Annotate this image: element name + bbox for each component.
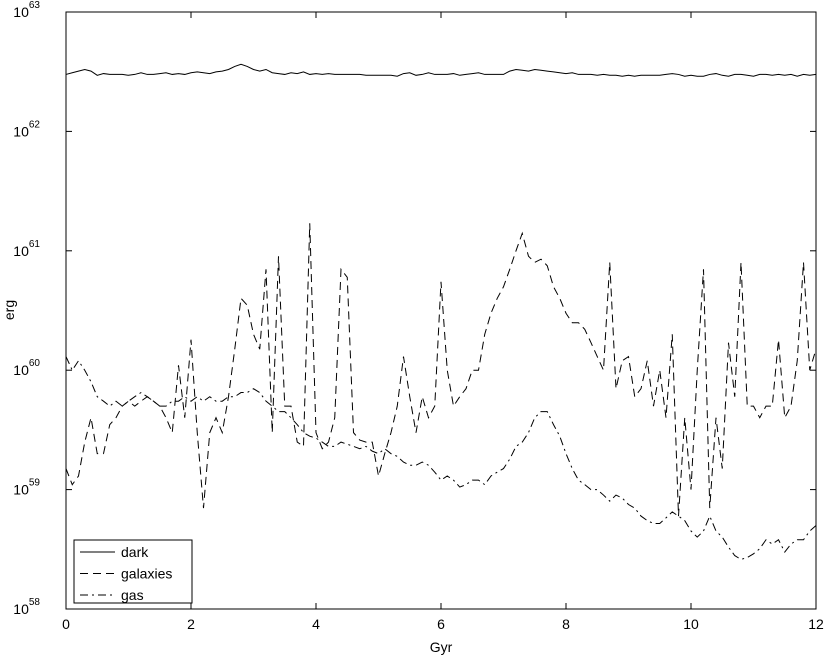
- x-tick-label: 4: [312, 616, 320, 632]
- y-tick-exponent: 63: [29, 0, 41, 11]
- y-tick-base: 10: [13, 243, 29, 259]
- y-tick-label: 1062: [13, 119, 40, 139]
- series-line: [65, 63, 817, 77]
- y-tick-base: 10: [13, 482, 29, 498]
- y-tick-exponent: 62: [29, 119, 41, 130]
- x-tick-label: 2: [187, 616, 195, 632]
- y-tick-base: 10: [13, 601, 29, 617]
- y-tick-base: 10: [13, 123, 29, 139]
- y-tick-exponent: 60: [29, 358, 41, 369]
- y-tick-exponent: 58: [29, 597, 41, 608]
- y-tick-label: 1061: [13, 239, 40, 259]
- legend-label: dark: [121, 544, 149, 560]
- y-axis-label: erg: [1, 300, 17, 320]
- legend-label: gas: [121, 587, 144, 603]
- y-tick-base: 10: [13, 4, 29, 20]
- legend-box: [73, 539, 193, 604]
- y-tick-base: 10: [13, 362, 29, 378]
- x-tick-label: 10: [683, 616, 699, 632]
- series-line: [65, 223, 817, 517]
- x-axis-label: Gyr: [430, 639, 453, 655]
- y-tick-label: 1063: [13, 0, 40, 20]
- series-line: [65, 356, 817, 560]
- plot-frame: [65, 11, 817, 610]
- x-tick-label: 6: [437, 616, 445, 632]
- y-tick-exponent: 61: [29, 239, 41, 250]
- x-tick-label: 8: [562, 616, 570, 632]
- legend-label: galaxies: [121, 566, 172, 582]
- y-tick-label: 1060: [13, 358, 40, 378]
- y-tick-label: 1059: [13, 478, 40, 498]
- y-tick-exponent: 59: [29, 478, 41, 489]
- y-tick-label: 1058: [13, 597, 40, 617]
- x-tick-label: 12: [808, 616, 824, 632]
- x-tick-label: 0: [62, 616, 70, 632]
